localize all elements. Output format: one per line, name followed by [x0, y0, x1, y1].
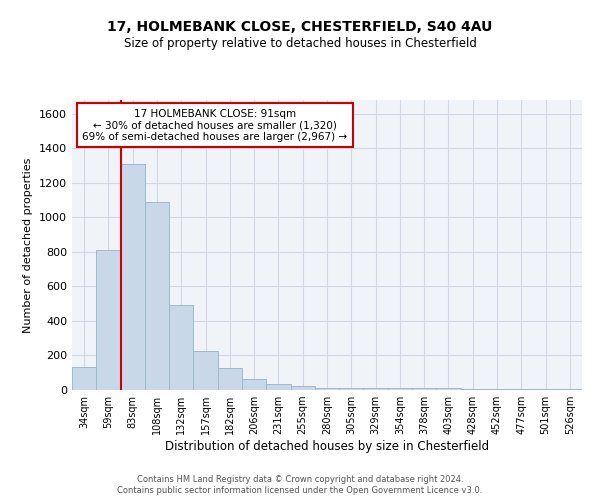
Bar — [193, 351, 218, 390]
Text: Contains HM Land Registry data © Crown copyright and database right 2024.: Contains HM Land Registry data © Crown c… — [137, 475, 463, 484]
X-axis label: Distribution of detached houses by size in Chesterfield: Distribution of detached houses by size … — [165, 440, 489, 453]
Bar — [485, 389, 509, 390]
Bar — [96, 250, 121, 390]
Bar — [290, 386, 315, 390]
Text: 17 HOLMEBANK CLOSE: 91sqm
← 30% of detached houses are smaller (1,320)
69% of se: 17 HOLMEBANK CLOSE: 91sqm ← 30% of detac… — [82, 108, 347, 142]
Bar — [388, 388, 412, 390]
Bar — [509, 389, 533, 390]
Text: Size of property relative to detached houses in Chesterfield: Size of property relative to detached ho… — [124, 38, 476, 51]
Bar — [533, 389, 558, 390]
Bar — [169, 306, 193, 390]
Text: 17, HOLMEBANK CLOSE, CHESTERFIELD, S40 4AU: 17, HOLMEBANK CLOSE, CHESTERFIELD, S40 4… — [107, 20, 493, 34]
Bar — [121, 164, 145, 390]
Bar — [72, 366, 96, 390]
Bar — [145, 202, 169, 390]
Y-axis label: Number of detached properties: Number of detached properties — [23, 158, 34, 332]
Bar — [218, 368, 242, 390]
Bar — [558, 389, 582, 390]
Bar — [364, 388, 388, 390]
Text: Contains public sector information licensed under the Open Government Licence v3: Contains public sector information licen… — [118, 486, 482, 495]
Bar — [339, 388, 364, 390]
Bar — [315, 388, 339, 390]
Bar — [242, 379, 266, 390]
Bar — [436, 388, 461, 390]
Bar — [461, 389, 485, 390]
Bar — [412, 388, 436, 390]
Bar — [266, 384, 290, 390]
